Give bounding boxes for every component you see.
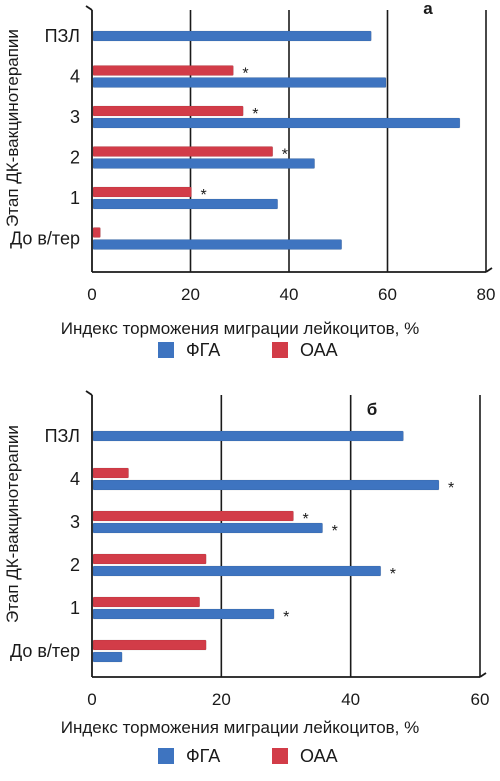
panel-b-mark-fga-2: * — [332, 523, 338, 540]
panel-b-category-label-3: 2 — [70, 555, 80, 575]
panel-b-category-label-5: До в/тер — [10, 641, 80, 661]
panel-a-mark-oaa-3: * — [282, 147, 288, 164]
panel-b-x-tick-label-0: 0 — [87, 690, 96, 709]
panel-a-x-tick-label-20: 20 — [181, 285, 200, 304]
panel-b-y-axis-label: Этап ДК-вакцинотерапии — [3, 425, 22, 623]
panel-a-x-tick-label-40: 40 — [280, 285, 299, 304]
panel-b-category-label-4: 1 — [70, 598, 80, 618]
panel-a-bar-fga-5 — [92, 239, 343, 250]
panel-a-y-axis-label: Этап ДК-вакцинотерапии — [3, 29, 22, 227]
panel-b-x-tick-label-40: 40 — [341, 690, 360, 709]
panel-b-x-axis-label: Индекс торможения миграции лейкоцитов, % — [61, 718, 420, 737]
panel-b-x-tick-label-60: 60 — [471, 690, 490, 709]
panel-a-x-tick-label-80: 80 — [477, 285, 496, 304]
panel-a-x-tick-label-60: 60 — [378, 285, 397, 304]
panel-b-category-label-0: ПЗЛ — [45, 426, 80, 446]
panel-b-bar-fga-1 — [92, 479, 440, 491]
panel-b-bar-fga-2 — [92, 522, 323, 534]
panel-b-mark-oaa-2: * — [302, 511, 308, 528]
panel-a-category-label-0: ПЗЛ — [45, 26, 80, 46]
panel-a-bar-oaa-2 — [92, 105, 244, 117]
panel-b-mark-fga-3: * — [390, 566, 396, 583]
panel-a-bar-fga-0 — [92, 30, 372, 42]
panel-a-mark-oaa-4: * — [201, 187, 207, 204]
panel-b-legend-label-fga: ФГА — [186, 746, 220, 766]
panel-a-legend-label-oaa: ОАА — [300, 340, 338, 360]
panel-b-bar-oaa-4 — [92, 596, 200, 608]
panel-b-panel-label: б — [367, 400, 378, 419]
panel-a-bar-oaa-1 — [92, 65, 234, 76]
panel-a-mark-oaa-1: * — [242, 66, 248, 83]
panel-a-category-label-4: 1 — [70, 188, 80, 208]
panel-b-x-tick-label-20: 20 — [212, 690, 231, 709]
panel-b-legend-swatch-fga — [158, 748, 174, 764]
panel-b-bar-fga-5 — [92, 651, 123, 663]
panel-a-mark-oaa-2: * — [252, 106, 258, 123]
panel-a-bar-fga-3 — [92, 158, 315, 169]
panel-a-y-axis-corner — [85, 5, 93, 11]
panel-a-bar-oaa-3 — [92, 146, 274, 157]
panel-b-legend-label-oaa: ОАА — [300, 746, 338, 766]
panel-b-mark-fga-1: * — [448, 480, 454, 497]
panel-b-category-label-1: 4 — [70, 469, 80, 489]
panel-a-category-label-1: 4 — [70, 67, 80, 87]
panel-a-legend-swatch-oaa — [272, 342, 288, 358]
panel-b-category-label-2: 3 — [70, 512, 80, 532]
panel-b-legend-swatch-oaa — [272, 748, 288, 764]
panel-b-y-axis-corner — [85, 390, 93, 396]
panel-b-bar-fga-0 — [92, 430, 404, 442]
panel-a-legend-label-fga: ФГА — [186, 340, 220, 360]
panel-a-bar-fga-4 — [92, 198, 278, 210]
panel-a-legend-swatch-fga — [158, 342, 174, 358]
panel-a-category-label-3: 2 — [70, 148, 80, 168]
panel-a-bar-oaa-4 — [92, 186, 192, 198]
panel-a-panel-label: а — [423, 0, 433, 18]
panel-a-x-axis-corner — [485, 267, 493, 273]
panel-b-bar-oaa-2 — [92, 510, 294, 522]
panel-b-bar-oaa-5 — [92, 639, 207, 651]
panel-a-x-axis-label: Индекс торможения миграции лейкоцитов, % — [61, 319, 420, 338]
panel-b-x-axis-corner — [479, 672, 487, 678]
panel-a-bar-fga-1 — [92, 77, 387, 88]
panel-b-bar-fga-4 — [92, 608, 275, 620]
panel-a-category-label-2: 3 — [70, 107, 80, 127]
panel-b-bar-fga-3 — [92, 565, 382, 577]
panel-a-bar-oaa-5 — [92, 227, 101, 238]
panel-b-mark-fga-4: * — [283, 609, 289, 626]
panel-b-bar-oaa-1 — [92, 467, 129, 479]
panel-b-bar-oaa-3 — [92, 553, 207, 565]
panel-a-x-tick-label-0: 0 — [87, 285, 96, 304]
panel-a-bar-fga-2 — [92, 117, 461, 129]
panel-a-category-label-5: До в/тер — [10, 229, 80, 249]
